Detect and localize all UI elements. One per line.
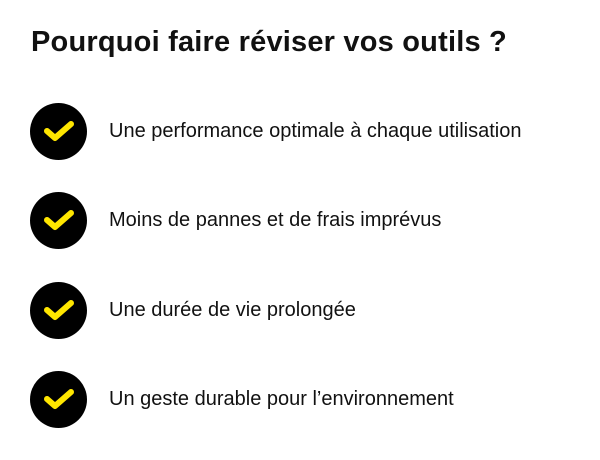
list-item: Moins de pannes et de frais imprévus [30,191,441,249]
list-item: Un geste durable pour l’environnement [30,370,454,428]
list-item-label: Une performance optimale à chaque utilis… [109,119,522,142]
list-item: Une performance optimale à chaque utilis… [30,102,521,160]
check-icon [30,370,87,428]
check-icon [30,191,87,249]
list-item-label: Un geste durable pour l’environnement [109,387,454,410]
check-icon [30,102,87,160]
list-item-label: Moins de pannes et de frais imprévus [109,208,442,231]
check-icon [30,281,87,339]
page-title: Pourquoi faire réviser vos outils ? [31,26,507,58]
list-item: Une durée de vie prolongée [30,281,356,339]
list-item-label: Une durée de vie prolongée [109,298,356,321]
